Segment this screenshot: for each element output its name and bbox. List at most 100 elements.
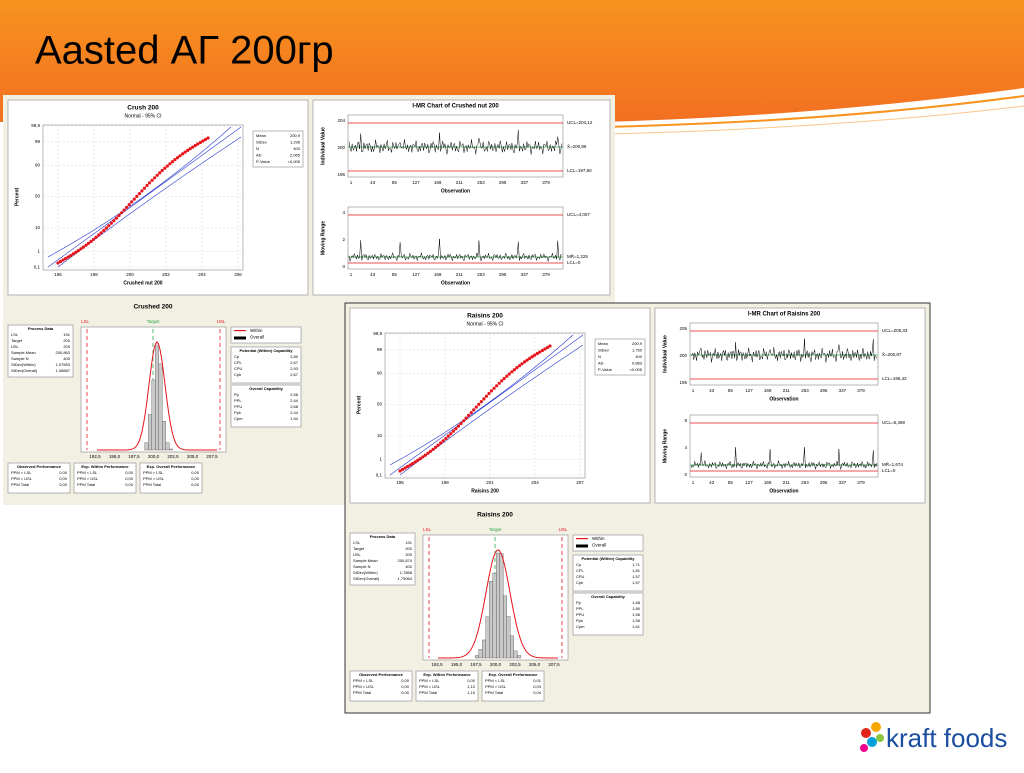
y-tick-label: 99 [377,347,383,352]
x-tick-label: 211 [783,480,791,485]
point-texture [520,362,524,366]
table-value: 1,7858 [400,570,413,575]
plot-title: Crush 200 [127,105,159,112]
point-texture [423,453,427,457]
point-texture [203,137,208,142]
legend-label: Overall [250,335,264,340]
point-texture [413,460,417,464]
stat-value: 200,9 [290,133,301,138]
legend-label: Within [592,536,605,541]
x-tick-label: 202,5 [167,454,179,459]
table-value: 200 [63,338,70,343]
table-value: 2,56 [290,392,299,397]
table-value: 200 [405,546,412,551]
point-texture [181,152,185,156]
table-value: 0,00 [191,470,200,475]
x-tick-label: 337 [521,272,529,277]
point-texture [525,358,529,362]
point-texture [94,235,98,239]
control-limit-label: LCL=0 [567,260,581,265]
table-value: 0,00 [401,684,410,689]
point-texture [120,211,124,215]
y-tick-label: 0,1 [376,472,383,477]
x-tick-label: 1 [350,272,353,277]
table-value: 0,00 [191,482,200,487]
x-axis-label: Crushed nut 200 [123,280,162,286]
point-texture [114,216,119,220]
x-tick-label: 253 [477,272,485,277]
table-key: PPU [234,404,242,409]
x-tick-label: 207,5 [206,454,218,459]
x-tick-label: 127 [412,180,420,185]
table-title: Process Data [28,326,54,331]
table-value: 209 [405,552,412,557]
table-value: 1,71 [632,562,641,567]
point-texture [64,256,68,261]
table-key: PPM < LSL [143,470,164,475]
point-texture [69,253,73,258]
point-texture [487,391,491,396]
point-texture [155,173,159,177]
histogram-texture [151,379,156,451]
table-key: Target [353,546,365,551]
center-line-label: MR̄=1,225 [567,254,588,260]
point-texture [196,142,200,146]
table-value: 1,81 [632,568,641,573]
point-texture [130,200,134,204]
stat-value: 1,750 [632,348,643,353]
stat-key: Mean [256,133,266,138]
point-texture [86,241,91,245]
point-texture [477,402,481,406]
x-tick-label: 206 [234,272,242,277]
point-texture [428,449,433,453]
point-texture [495,384,499,388]
table-key: PPM > USL [11,476,33,481]
trace-texture [348,129,563,155]
point-texture [145,183,149,188]
histogram-texture [482,639,486,659]
point-texture [416,458,420,462]
point-texture [502,376,506,381]
y-tick-label: 10 [35,225,41,230]
point-texture [408,463,412,467]
point-texture [58,259,63,264]
x-axis-label: Raisins 200 [471,488,499,494]
point-texture [71,252,75,256]
plot-title: Crushed 200 [133,304,172,311]
point-texture [454,427,458,431]
point-texture [400,467,405,472]
histogram-texture [148,414,152,451]
curve-texture [438,549,558,659]
table-value: 0,00 [401,678,410,683]
table-value: 200,874 [398,558,413,563]
x-tick-label: 127 [745,388,753,393]
stat-key: Mean [598,341,608,346]
control-limit-label: UCL=204,12 [567,120,593,125]
table-value: 0,01 [533,678,542,683]
x-tick-label: 169 [764,388,772,393]
point-texture [142,186,146,190]
frame [252,130,304,168]
stat-key: N [256,146,259,151]
table-key: PPM Total [11,482,29,487]
table-key: PPL [576,606,584,611]
point-texture [406,464,410,469]
point-texture [97,233,101,237]
point-texture [99,231,103,235]
point-texture [474,405,478,409]
table-value: 2,93 [290,366,299,371]
table-key: Cp [576,562,582,567]
y-tick-label: 4 [684,445,687,450]
x-tick-label: 195,0 [109,454,121,459]
y-tick-label: 200 [679,353,687,358]
x-tick-label: 85 [392,180,398,185]
table-key: Sample N [11,356,29,361]
stat-key: AD [256,153,262,158]
table-key: StDev(Overall) [353,576,380,581]
point-texture [545,345,550,350]
frame [572,592,644,636]
x-tick-label: 337 [839,388,847,393]
